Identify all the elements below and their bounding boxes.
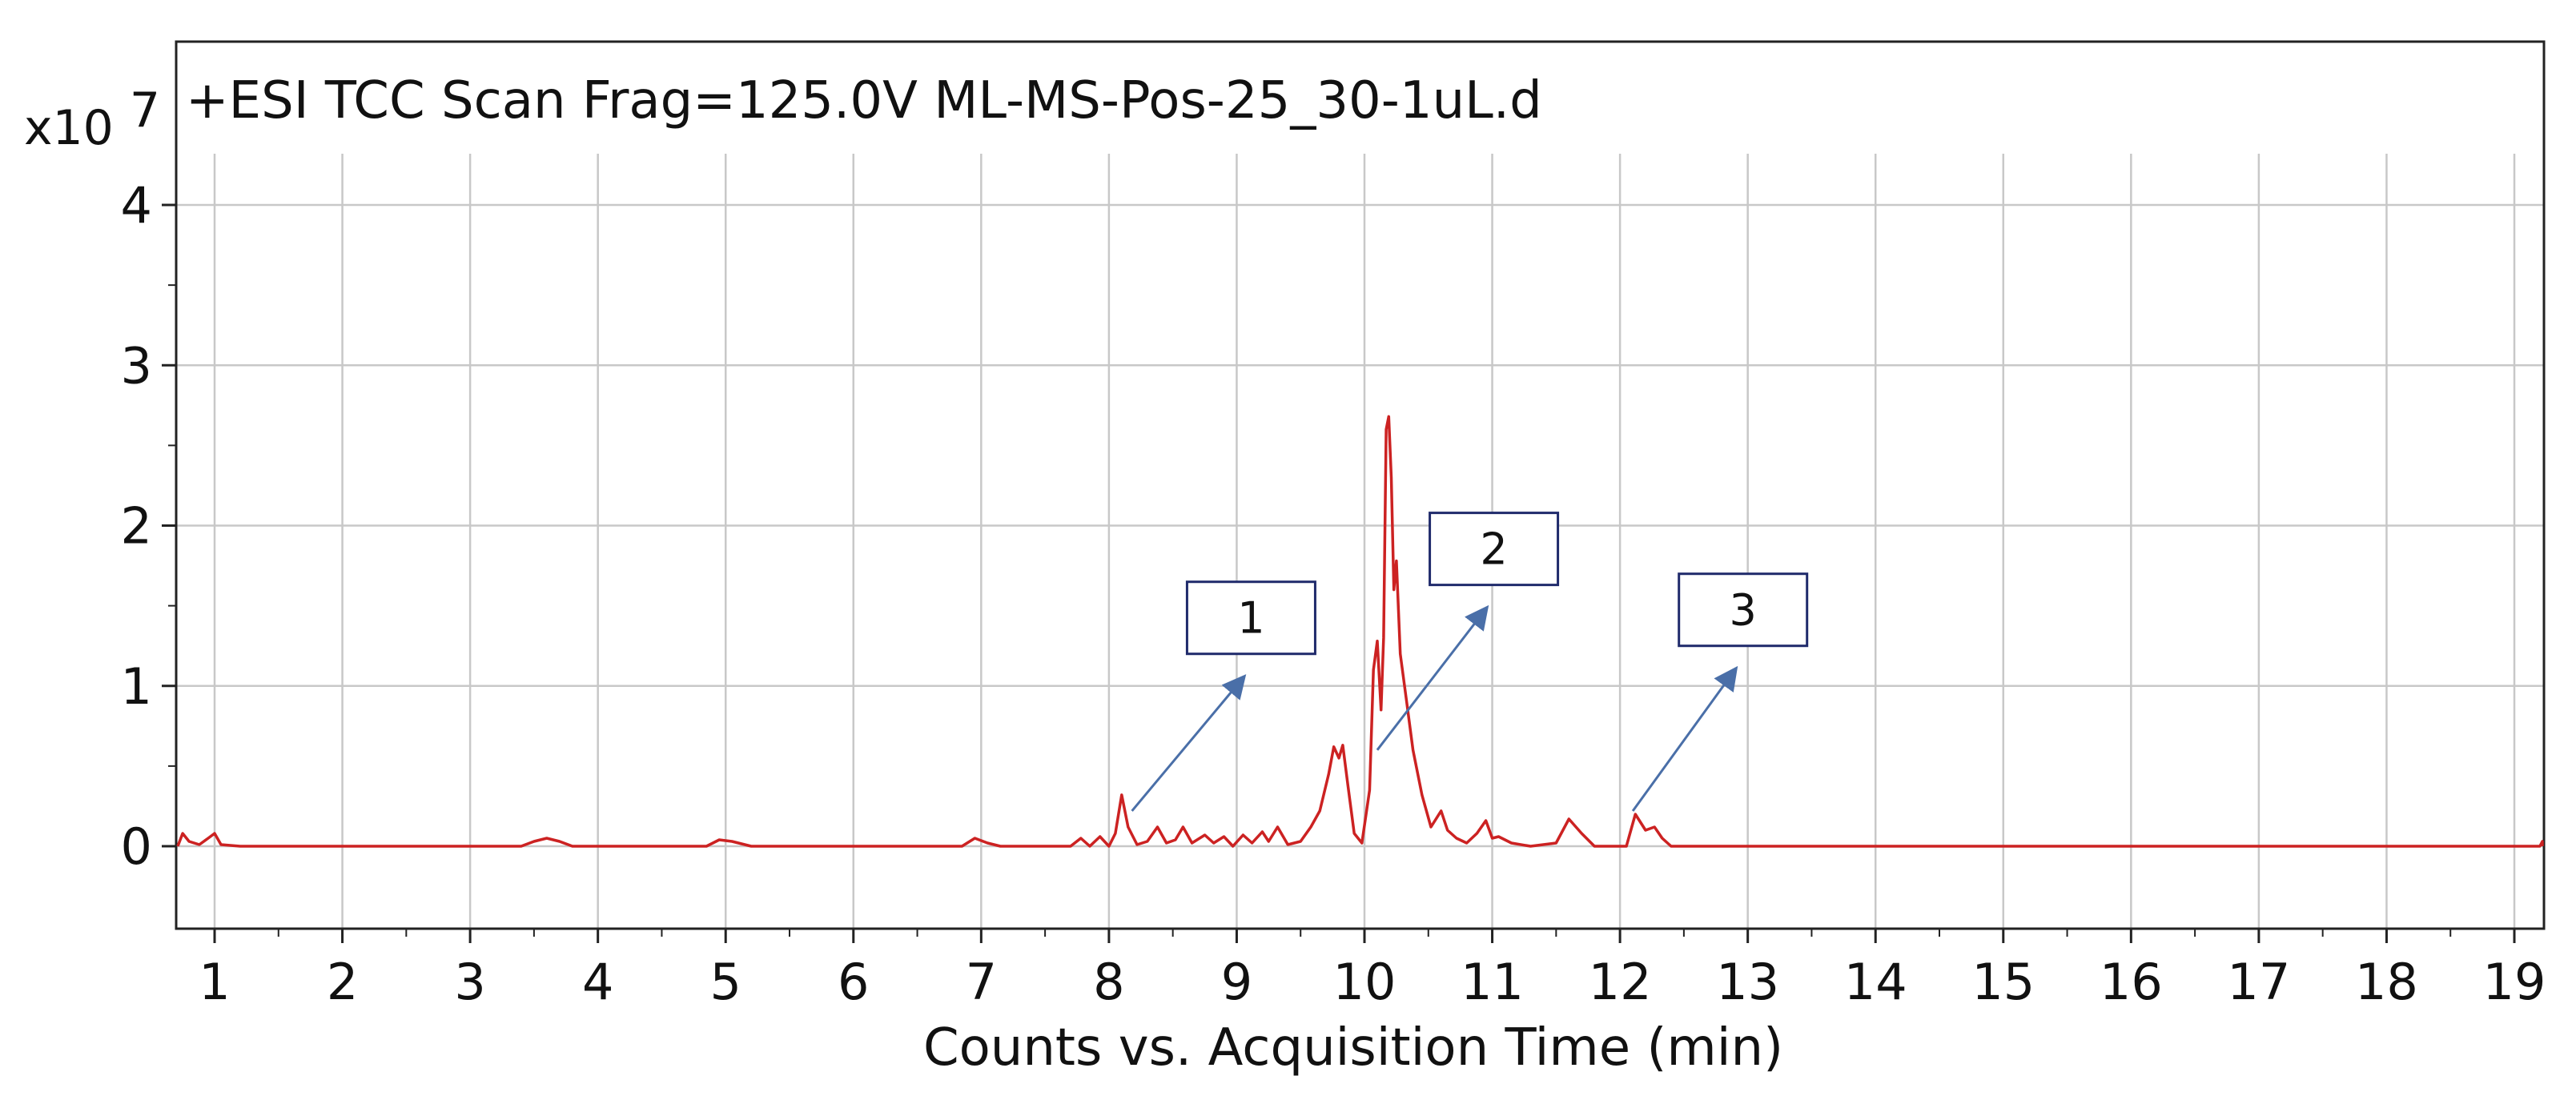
chart-title: +ESI TCC Scan Frag=125.0V ML-MS-Pos-25_3…	[186, 71, 1542, 130]
x-tick-label: 11	[1461, 953, 1524, 1011]
y-multiplier-base: x10	[24, 100, 114, 156]
y-tick-label: 1	[121, 657, 152, 716]
x-tick-label: 5	[709, 953, 741, 1011]
x-tick-label: 2	[327, 953, 358, 1011]
annotation-box	[1678, 572, 1809, 648]
annotation-label: 1	[1237, 593, 1264, 644]
x-tick-label: 4	[582, 953, 613, 1011]
x-axis: 1 2 3 4 5 6 7 8 9 10 11 12 13 14 15 16 17 18 19	[199, 929, 2546, 1011]
y-multiplier: x10 7	[24, 82, 160, 156]
y-tick-label: 2	[121, 497, 152, 556]
x-tick-label: 15	[1971, 953, 2035, 1011]
x-tick-label: 9	[1221, 953, 1252, 1011]
annotation-box	[1185, 580, 1316, 656]
x-tick-label: 18	[2355, 953, 2418, 1011]
y-multiplier-exp: 7	[130, 82, 160, 139]
grid	[176, 154, 2544, 929]
x-tick-label: 12	[1589, 953, 1652, 1011]
plot-frame	[175, 40, 2546, 930]
x-tick-label: 14	[1844, 953, 1907, 1011]
x-tick-label: 1	[199, 953, 230, 1011]
annotation-arrow	[1631, 665, 1738, 812]
annotation-label: 3	[1730, 585, 1757, 636]
y-tick-label: 3	[121, 336, 152, 395]
x-tick-label: 10	[1333, 953, 1397, 1011]
x-tick-label: 6	[838, 953, 869, 1011]
x-axis-title: Counts vs. Acquisition Time (min)	[923, 1018, 1783, 1078]
annotation-label: 2	[1480, 524, 1507, 575]
annotations: 1 2 3	[1131, 512, 1809, 812]
x-tick-label: 16	[2100, 953, 2163, 1011]
y-tick-label: 4	[121, 176, 152, 235]
x-tick-label: 3	[454, 953, 485, 1011]
annotation-arrow	[1131, 674, 1247, 812]
x-tick-label: 8	[1093, 953, 1124, 1011]
y-tick-label: 0	[121, 817, 152, 876]
x-tick-label: 13	[1716, 953, 1779, 1011]
series-line-signal	[176, 415, 2544, 848]
x-tick-label: 19	[2483, 953, 2546, 1011]
annotation-arrow	[1376, 604, 1489, 751]
annotation-box	[1429, 512, 1560, 587]
x-tick-label: 7	[966, 953, 997, 1011]
y-axis: 0 1 2 3 4	[121, 176, 176, 876]
x-tick-label: 17	[2227, 953, 2290, 1011]
